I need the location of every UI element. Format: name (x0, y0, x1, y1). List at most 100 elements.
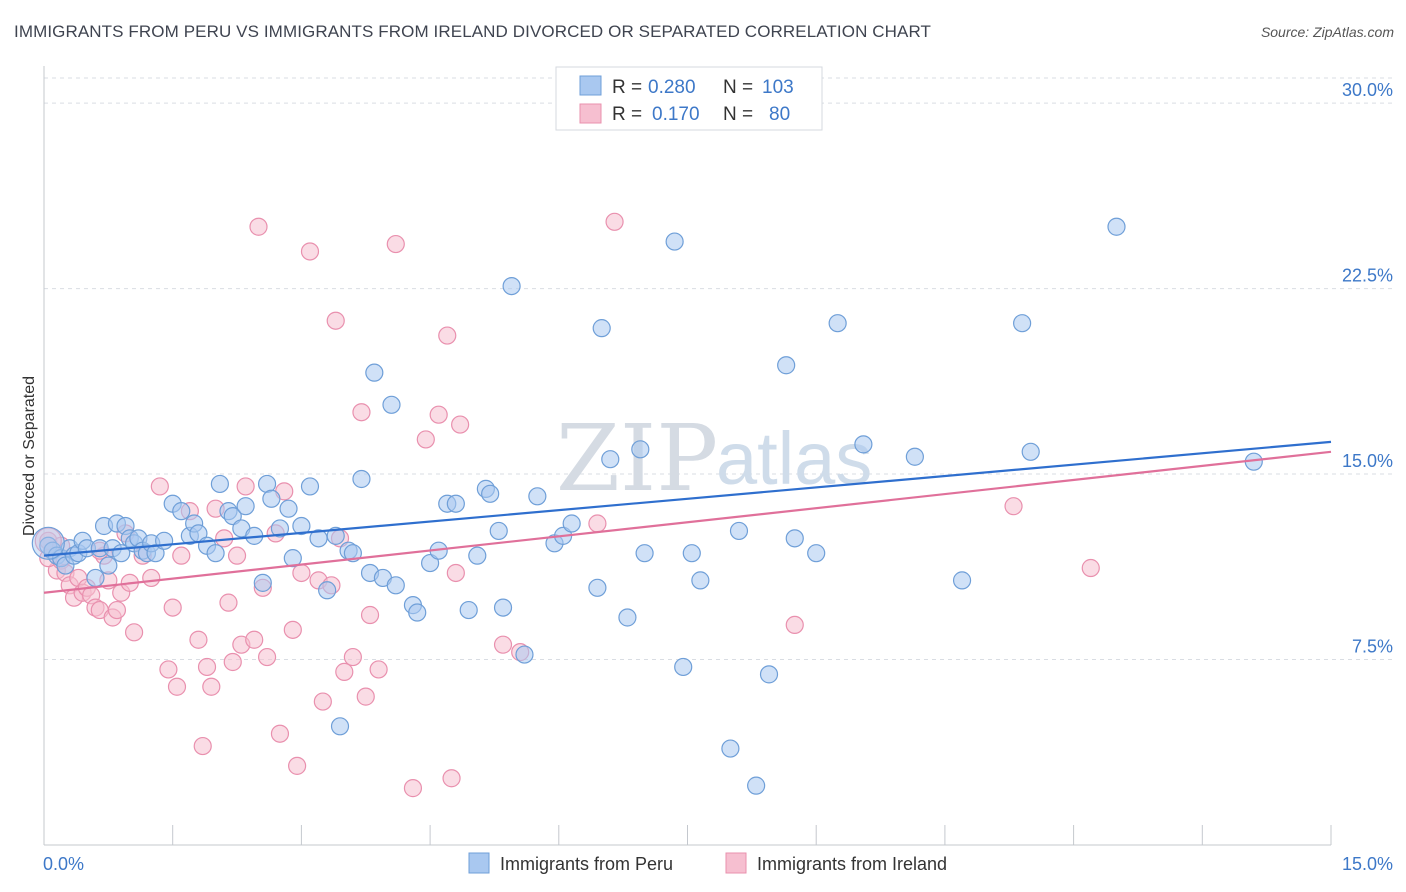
gridlines (44, 77, 1393, 661)
peru-point-83 (665, 232, 684, 251)
peru-point-57 (382, 395, 401, 414)
ireland-point-23 (150, 477, 169, 496)
ireland-point-61 (369, 660, 388, 679)
peru-point-92 (785, 529, 804, 548)
peru-point-96 (905, 447, 924, 466)
peru-point-85 (682, 544, 701, 563)
legend-n-label-peru: N = (723, 77, 753, 98)
ireland-point-64 (416, 430, 435, 449)
ireland-point-26 (167, 677, 187, 696)
peru-point-33 (210, 474, 229, 494)
peru-point-73 (528, 487, 547, 506)
ireland-point-31 (197, 657, 217, 677)
x-tick-labels: 0.0% 15.0% (43, 854, 1393, 874)
legend-swatch-ireland (579, 103, 602, 124)
peru-point-79 (601, 450, 620, 469)
series-legend-label-ireland: Immigrants from Ireland (757, 854, 947, 874)
peru-point-77 (588, 578, 607, 597)
ireland-point-29 (189, 630, 208, 649)
ireland-point-67 (442, 769, 461, 788)
ireland-point-60 (360, 605, 380, 625)
series-legend-swatch-peru (468, 852, 490, 874)
peru-point-64 (446, 494, 465, 513)
watermark-zip: ZIP (556, 405, 718, 512)
y-tick-label-0: 7.5% (1352, 637, 1393, 657)
peru-point-41 (262, 489, 281, 508)
series-legend-label-peru: Immigrants from Peru (500, 854, 673, 874)
y-tick-label-3: 30.0% (1342, 80, 1393, 100)
ireland-point-16 (107, 600, 127, 620)
ireland-point-69 (451, 415, 470, 434)
peru-point-49 (326, 526, 345, 545)
peru-point-98 (1013, 314, 1032, 333)
peru-point-66 (468, 546, 487, 565)
chart-title: IMMIGRANTS FROM PERU VS IMMIGRANTS FROM … (14, 22, 932, 41)
peru-point-72 (515, 645, 534, 664)
ireland-trend-line (43, 450, 1332, 594)
x-tick-label-1: 15.0% (1342, 854, 1393, 874)
peru-point-88 (729, 521, 749, 541)
legend-r-label-peru: R = (612, 77, 642, 98)
ireland-point-74 (785, 615, 804, 635)
peru-point-58 (386, 576, 405, 595)
series-legend: Immigrants from Peru Immigrants from Ire… (468, 852, 947, 874)
peru-point-95 (854, 435, 873, 454)
peru-point-94 (828, 314, 847, 333)
ireland-point-27 (172, 546, 191, 565)
ireland-point-58 (352, 403, 371, 422)
legend-swatch-peru (579, 75, 602, 96)
source-label: Source: ZipAtlas.com (1260, 24, 1394, 40)
peru-point-70 (493, 598, 513, 617)
ireland-point-20 (124, 623, 144, 642)
ireland-point-32 (202, 677, 221, 696)
ireland-point-36 (223, 652, 242, 672)
peru-point-89 (747, 776, 766, 795)
peru-point-99 (1021, 442, 1040, 461)
peru-point-13 (99, 556, 118, 575)
ireland-point-48 (288, 756, 307, 775)
ireland-point-47 (283, 620, 302, 639)
peru-point-35 (223, 506, 242, 526)
ireland-point-70 (493, 635, 513, 654)
peru-point-100 (1107, 217, 1126, 236)
y-axis-label: Divorced or Separated (21, 376, 38, 536)
peru-point-48 (318, 581, 337, 600)
legend-r-label-ireland: R = (612, 104, 642, 125)
peru-point-43 (279, 499, 298, 518)
legend-n-value-ireland: 80 (769, 104, 790, 125)
peru-point-cluster (31, 526, 65, 560)
trend-lines (43, 440, 1332, 594)
peru-point-97 (952, 571, 972, 590)
ireland-point-66 (438, 326, 457, 345)
legend-r-value-ireland: 0.170 (652, 104, 700, 125)
legend-n-value-peru: 103 (762, 77, 794, 98)
peru-point-90 (759, 665, 779, 684)
peru-point-81 (631, 440, 650, 459)
peru-point-42 (270, 519, 290, 538)
ireland-point-43 (257, 647, 277, 667)
ireland-point-54 (326, 311, 345, 330)
peru-point-93 (807, 544, 826, 563)
x-tick-label-0: 0.0% (43, 854, 84, 874)
ireland-point-73 (605, 212, 624, 231)
ireland-point-39 (236, 477, 255, 496)
peru-point-78 (592, 319, 611, 338)
ireland-point-62 (386, 234, 405, 254)
y-tick-label-2: 22.5% (1342, 266, 1393, 286)
peru-point-46 (300, 477, 320, 496)
ireland-point-41 (249, 217, 268, 236)
ireland-point-25 (163, 598, 182, 617)
ireland-point-63 (403, 779, 423, 798)
peru-point-71 (502, 276, 521, 296)
ireland-point-40 (245, 630, 264, 649)
ireland-points (34, 212, 1100, 798)
legend-n-label-ireland: N = (723, 104, 753, 125)
peru-points (31, 217, 1263, 795)
ireland-point-49 (292, 563, 311, 583)
peru-point-50 (330, 717, 350, 736)
peru-point-76 (562, 514, 581, 533)
peru-point-55 (365, 363, 384, 382)
y-tick-label-1: 15.0% (1342, 451, 1393, 471)
peru-point-45 (292, 516, 311, 536)
